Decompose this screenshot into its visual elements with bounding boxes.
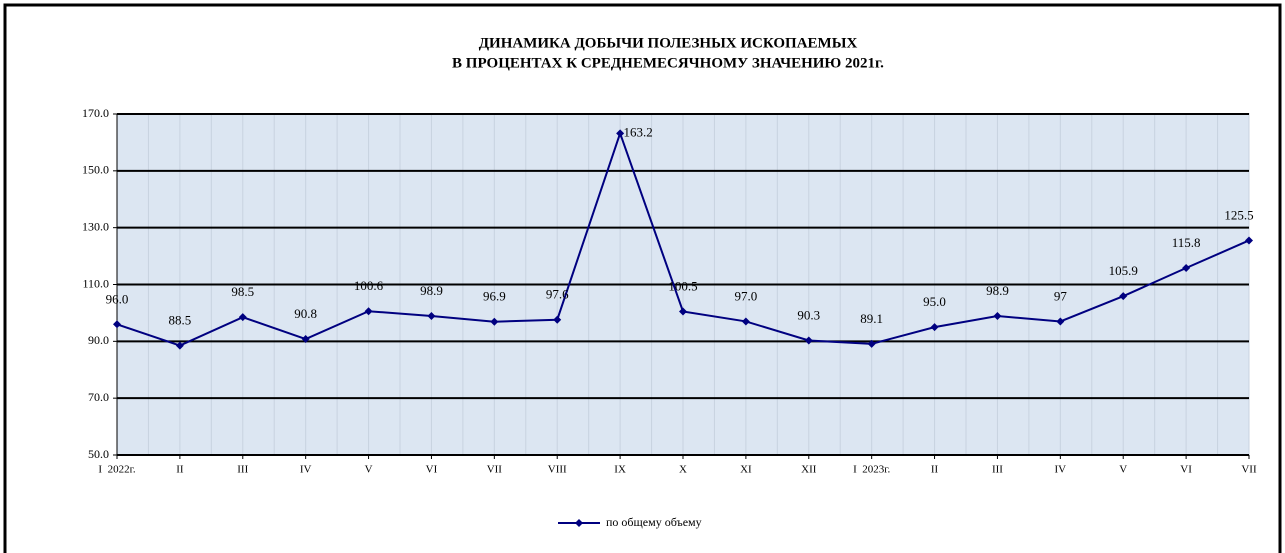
data-label: 98.5 xyxy=(231,284,254,299)
x-tick-label: V xyxy=(1119,464,1127,476)
x-tick-label: VII xyxy=(487,464,503,476)
data-point xyxy=(175,341,184,350)
y-tick-label: 70.0 xyxy=(88,390,109,404)
x-tick-label: VIII xyxy=(548,464,567,476)
x-tick-label: I 2023г. xyxy=(853,464,890,476)
data-point xyxy=(993,312,1002,321)
data-label: 96.9 xyxy=(483,289,506,304)
data-point xyxy=(364,307,373,316)
data-label: 97 xyxy=(1054,288,1068,303)
data-point xyxy=(113,320,121,329)
data-label: 115.8 xyxy=(1172,235,1201,250)
data-point xyxy=(1056,317,1065,326)
data-point xyxy=(679,307,687,316)
data-point xyxy=(427,312,436,321)
x-tick-label: XI xyxy=(740,464,752,476)
data-label: 97.6 xyxy=(546,287,569,302)
data-label: 125.5 xyxy=(1224,207,1253,222)
y-tick-label: 110.0 xyxy=(82,276,109,290)
data-label: 100.5 xyxy=(668,278,697,293)
legend-marker xyxy=(575,519,583,527)
chart-title: ДИНАМИКА ДОБЫЧИ ПОЛЕЗНЫХ ИСКОПАЕМЫХ xyxy=(479,35,858,51)
data-label: 96.0 xyxy=(106,291,129,306)
data-label: 95.0 xyxy=(923,294,946,309)
x-tick-label: X xyxy=(679,464,687,476)
data-label: 98.9 xyxy=(986,283,1009,298)
data-point xyxy=(301,335,310,344)
x-tick-label: VI xyxy=(1180,464,1192,476)
data-point xyxy=(616,129,625,138)
data-point xyxy=(238,313,247,322)
data-label: 88.5 xyxy=(169,313,192,328)
legend-label: по общему объему xyxy=(606,515,702,529)
x-tick-label: V xyxy=(365,464,373,476)
data-label: 100.6 xyxy=(354,278,384,293)
data-point xyxy=(553,315,562,324)
data-label: 90.8 xyxy=(294,306,317,321)
x-tick-label: VI xyxy=(426,464,438,476)
data-point xyxy=(490,317,499,326)
x-tick-label: XII xyxy=(801,464,817,476)
data-label: 89.1 xyxy=(860,311,883,326)
y-tick-label: 90.0 xyxy=(88,333,109,347)
frame xyxy=(3,3,1282,553)
x-tick-label: IX xyxy=(614,464,626,476)
data-label: 105.9 xyxy=(1109,263,1138,278)
data-point xyxy=(1182,264,1191,273)
y-tick-label: 50.0 xyxy=(88,447,109,461)
chart-subtitle: В ПРОЦЕНТАХ К СРЕДНЕМЕСЯЧНОМУ ЗНАЧЕНИЮ 2… xyxy=(452,55,884,71)
data-point xyxy=(867,339,876,348)
data-label: 98.9 xyxy=(420,283,443,298)
data-label: 97.0 xyxy=(735,288,758,303)
data-label: 163.2 xyxy=(623,124,652,139)
data-point xyxy=(741,317,750,326)
x-tick-label: IV xyxy=(300,464,312,476)
y-tick-label: 150.0 xyxy=(82,163,109,177)
x-tick-label: II xyxy=(931,464,939,476)
x-tick-label: VII xyxy=(1241,464,1257,476)
x-tick-label: III xyxy=(237,464,248,476)
data-point xyxy=(1245,236,1253,245)
x-tick-label: III xyxy=(992,464,1003,476)
y-tick-label: 130.0 xyxy=(82,219,109,233)
x-tick-label: IV xyxy=(1055,464,1067,476)
data-point xyxy=(930,323,939,332)
data-label: 90.3 xyxy=(797,307,820,322)
data-point xyxy=(1119,292,1128,301)
y-tick-label: 170.0 xyxy=(82,106,109,120)
data-point xyxy=(804,336,813,345)
x-tick-label: I 2022г. xyxy=(98,464,135,476)
x-tick-label: II xyxy=(176,464,184,476)
